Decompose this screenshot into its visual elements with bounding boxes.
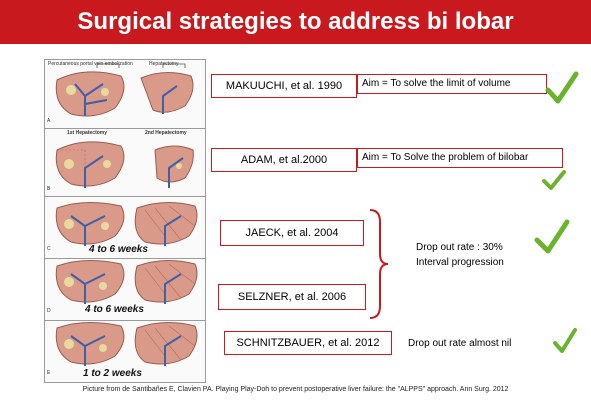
slide-title: Surgical strategies to address bi lobar [77, 8, 514, 35]
panel-a: Percutaneous portal vein embolization He… [45, 60, 205, 129]
panel-b-liver-drawing [55, 141, 194, 188]
dropout-nil-note: Drop out rate almost nil [408, 338, 512, 349]
dropout-rate-note: Drop out rate : 30% [416, 242, 503, 253]
panel-a-step1-title: Percutaneous portal vein embolization [48, 61, 133, 67]
panel-c-label: C [47, 246, 51, 252]
panel-e-label: E [47, 370, 51, 376]
check-mark-icon [542, 170, 566, 190]
panel-e-liver-drawing [55, 321, 198, 366]
panel-e-interval: 1 to 2 weeks [83, 368, 142, 379]
reference-schnitzbauer: SCHNITZBAUER, et al. 2012 [224, 331, 392, 355]
check-mark-icon [545, 71, 579, 104]
source-caption: Picture from de Santibañes E, Clavien PA… [82, 386, 509, 393]
panel-a-liver-drawing [55, 63, 194, 117]
panel-c-liver-drawing [55, 201, 198, 246]
panel-d-liver-drawing [55, 259, 198, 304]
panel-b: 1st Hepatectomy 2nd Hepatectomy B [45, 128, 205, 197]
panel-d-interval: 4 to 6 weeks [85, 304, 144, 315]
reference-makuuchi: MAKUUCHI, et al. 1990 [211, 74, 357, 98]
check-mark-icon [553, 328, 577, 353]
reference-jaeck: JAECK, et al. 2004 [220, 220, 364, 246]
panel-d-label: D [47, 308, 51, 314]
panel-c: C 4 to 6 weeks [45, 196, 205, 259]
title-bar [0, 0, 591, 44]
check-mark-icon [534, 219, 570, 254]
aim-adam: Aim = To Solve the problem of bilobar [357, 148, 563, 168]
curly-bracket-icon [369, 209, 389, 319]
reference-adam: ADAM, et al.2000 [211, 148, 357, 172]
panel-d: D 4 to 6 weeks [45, 258, 205, 321]
panel-b-step2-title: 2nd Hepatectomy [145, 130, 187, 136]
reference-selzner: SELZNER, et al. 2006 [218, 284, 366, 310]
panel-b-step1-title: 1st Hepatectomy [67, 130, 108, 136]
interval-progression-note: Interval progression [416, 257, 504, 268]
aim-makuuchi: Aim = To solve the limit of volume [357, 74, 547, 94]
panel-b-label: B [47, 186, 51, 192]
panel-e: E 1 to 2 weeks [45, 320, 205, 382]
panel-c-interval: 4 to 6 weeks [89, 244, 148, 255]
panel-a-label: A [47, 118, 51, 124]
liver-figure: Percutaneous portal vein embolization He… [44, 59, 206, 383]
